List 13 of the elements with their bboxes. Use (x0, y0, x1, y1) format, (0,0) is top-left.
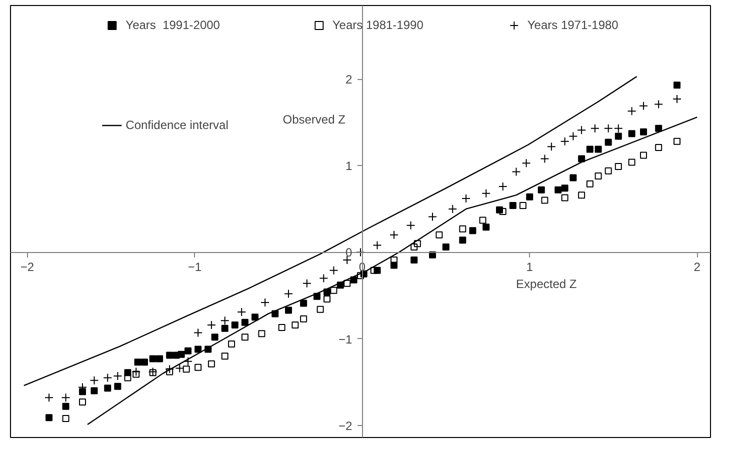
x-axis-title: Expected Z (516, 277, 577, 292)
legend-label: Confidence interval (126, 118, 228, 132)
x-tick-label: 2 (694, 260, 701, 274)
y-tick-label: −2 (338, 418, 352, 433)
y-tick-label: 2 (346, 72, 352, 87)
x-tick-label: −2 (20, 260, 34, 274)
y-tick-label: −1 (338, 332, 352, 346)
y-tick-label: 1 (346, 159, 352, 174)
legend-label: Years 1971-1980 (527, 18, 618, 32)
y-axis-title: Observed Z (282, 112, 346, 127)
x-tick-label: −1 (188, 260, 202, 274)
x-tick-label: 1 (526, 260, 534, 274)
legend-label: Years 1991-2000 (126, 18, 220, 32)
